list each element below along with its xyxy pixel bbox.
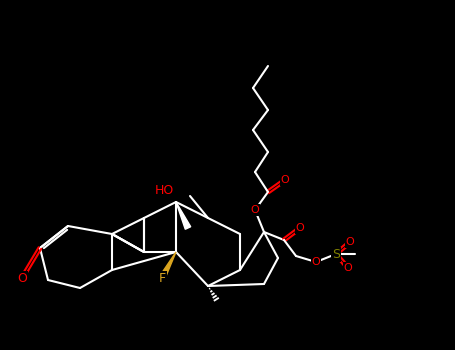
Text: O: O	[312, 257, 320, 267]
Text: O: O	[251, 205, 259, 215]
Text: O: O	[281, 175, 289, 185]
Polygon shape	[176, 202, 191, 229]
Text: O: O	[346, 237, 354, 247]
Polygon shape	[159, 252, 176, 279]
Text: O: O	[344, 263, 352, 273]
Text: O: O	[17, 272, 27, 285]
Text: O: O	[296, 223, 304, 233]
Text: F: F	[158, 272, 166, 285]
Text: S: S	[332, 247, 340, 260]
Text: HO: HO	[155, 183, 174, 196]
